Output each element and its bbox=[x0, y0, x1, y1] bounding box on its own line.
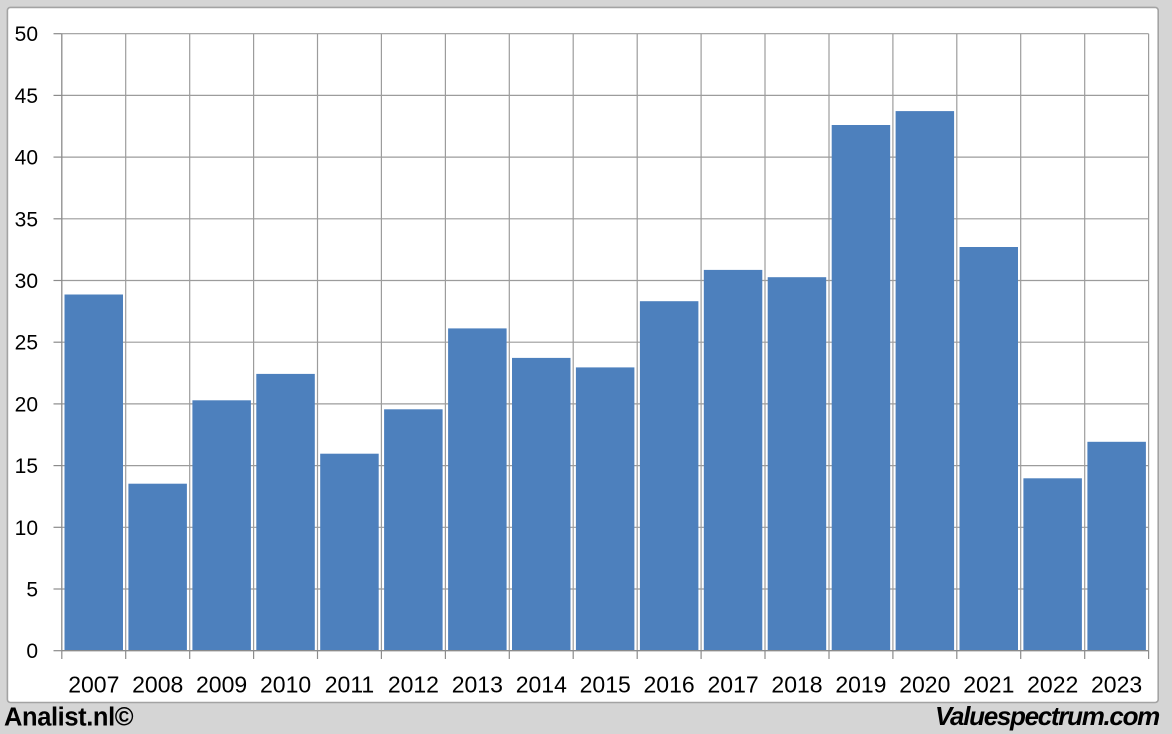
svg-text:0: 0 bbox=[26, 640, 38, 663]
svg-text:2021: 2021 bbox=[963, 672, 1014, 698]
svg-text:Valuespectrum.com: Valuespectrum.com bbox=[935, 701, 1160, 731]
svg-text:2020: 2020 bbox=[899, 672, 950, 698]
svg-text:45: 45 bbox=[15, 85, 38, 108]
svg-text:2012: 2012 bbox=[388, 672, 439, 698]
svg-text:2017: 2017 bbox=[708, 672, 759, 698]
svg-text:2019: 2019 bbox=[835, 672, 886, 698]
svg-text:Analist.nl©: Analist.nl© bbox=[4, 704, 134, 732]
svg-text:2009: 2009 bbox=[196, 672, 247, 698]
svg-text:2013: 2013 bbox=[452, 672, 503, 698]
svg-text:50: 50 bbox=[15, 23, 38, 46]
svg-text:2015: 2015 bbox=[580, 672, 631, 698]
svg-text:15: 15 bbox=[15, 455, 38, 478]
svg-text:40: 40 bbox=[15, 147, 38, 170]
svg-text:5: 5 bbox=[26, 579, 38, 602]
svg-text:2023: 2023 bbox=[1091, 672, 1142, 698]
svg-text:2014: 2014 bbox=[516, 672, 567, 698]
svg-text:20: 20 bbox=[15, 393, 38, 416]
svg-text:25: 25 bbox=[15, 332, 38, 355]
svg-text:35: 35 bbox=[15, 208, 38, 231]
svg-text:30: 30 bbox=[15, 270, 38, 293]
svg-text:2016: 2016 bbox=[644, 672, 695, 698]
svg-text:10: 10 bbox=[15, 517, 38, 540]
svg-text:2022: 2022 bbox=[1027, 672, 1078, 698]
svg-text:2007: 2007 bbox=[68, 672, 119, 698]
svg-text:2018: 2018 bbox=[771, 672, 822, 698]
svg-text:2010: 2010 bbox=[260, 672, 311, 698]
svg-text:2011: 2011 bbox=[325, 672, 374, 698]
svg-text:2008: 2008 bbox=[132, 672, 183, 698]
